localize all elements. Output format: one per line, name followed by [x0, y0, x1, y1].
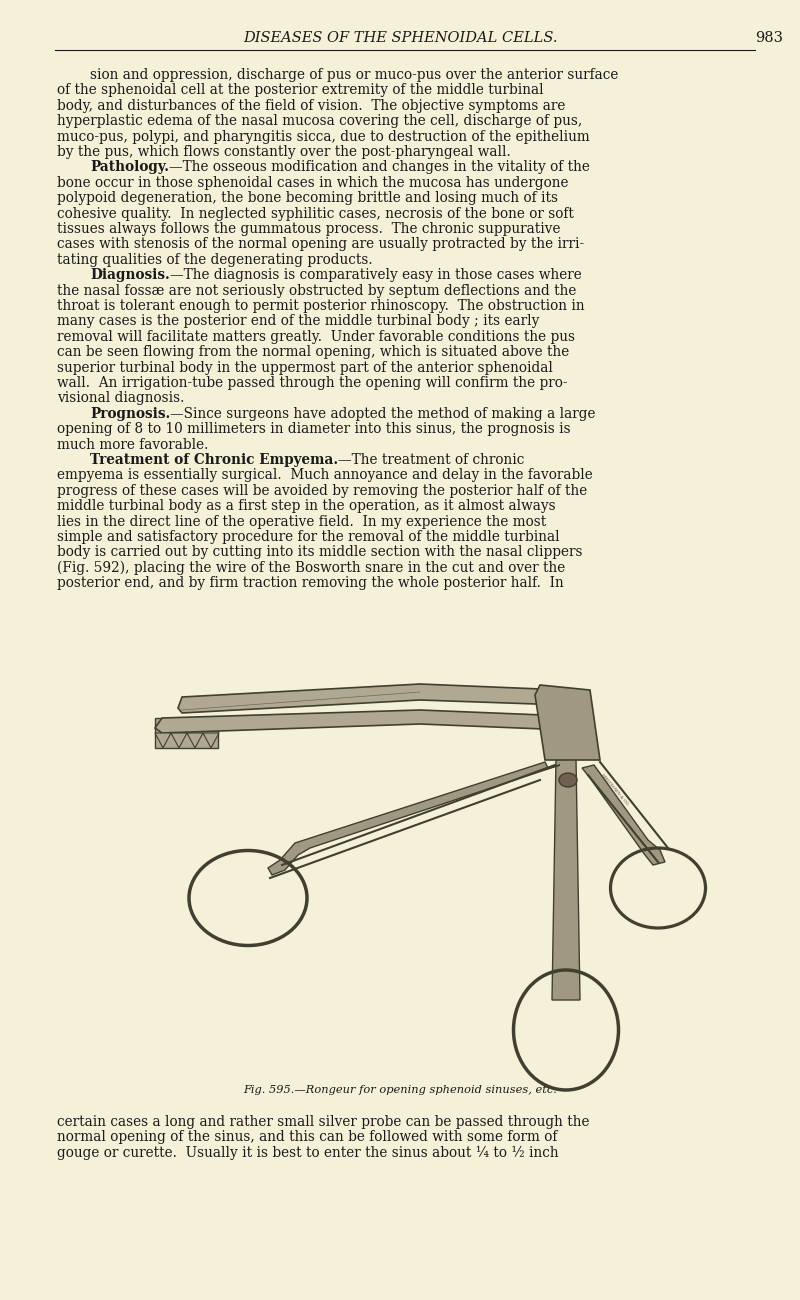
Text: cases with stenosis of the normal opening are usually protracted by the irri-: cases with stenosis of the normal openin… [57, 238, 584, 251]
Polygon shape [155, 718, 218, 747]
Text: Pathology.: Pathology. [90, 160, 169, 174]
Text: superior turbinal body in the uppermost part of the anterior sphenoidal: superior turbinal body in the uppermost … [57, 360, 553, 374]
Text: many cases is the posterior end of the middle turbinal body ; its early: many cases is the posterior end of the m… [57, 315, 539, 329]
Text: simple and satisfactory procedure for the removal of the middle turbinal: simple and satisfactory procedure for th… [57, 530, 560, 543]
Text: removal will facilitate matters greatly.  Under favorable conditions the pus: removal will facilitate matters greatly.… [57, 330, 575, 343]
Text: can be seen flowing from the normal opening, which is situated above the: can be seen flowing from the normal open… [57, 346, 570, 359]
Text: —The diagnosis is comparatively easy in those cases where: —The diagnosis is comparatively easy in … [170, 268, 582, 282]
Text: the nasal fossæ are not seriously obstructed by septum deflections and the: the nasal fossæ are not seriously obstru… [57, 283, 576, 298]
Text: 983: 983 [755, 31, 783, 46]
Polygon shape [187, 733, 203, 748]
Text: normal opening of the sinus, and this can be followed with some form of: normal opening of the sinus, and this ca… [57, 1131, 558, 1144]
Text: visional diagnosis.: visional diagnosis. [57, 391, 184, 406]
Polygon shape [552, 758, 580, 1000]
Text: sion and oppression, discharge of pus or muco-pus over the anterior surface: sion and oppression, discharge of pus or… [90, 68, 618, 82]
Text: bone occur in those sphenoidal cases in which the mucosa has undergone: bone occur in those sphenoidal cases in … [57, 176, 569, 190]
Polygon shape [171, 733, 187, 748]
Text: by the pus, which flows constantly over the post-pharyngeal wall.: by the pus, which flows constantly over … [57, 146, 510, 159]
Polygon shape [155, 733, 171, 748]
Text: tating qualities of the degenerating products.: tating qualities of the degenerating pro… [57, 252, 373, 266]
Text: gouge or curette.  Usually it is best to enter the sinus about ¼ to ½ inch: gouge or curette. Usually it is best to … [57, 1145, 558, 1160]
Ellipse shape [559, 774, 577, 786]
Polygon shape [535, 685, 600, 760]
Text: polypoid degeneration, the bone becoming brittle and losing much of its: polypoid degeneration, the bone becoming… [57, 191, 558, 205]
Text: middle turbinal body as a first step in the operation, as it almost always: middle turbinal body as a first step in … [57, 499, 556, 514]
Text: DISEASES OF THE SPHENOIDAL CELLS.: DISEASES OF THE SPHENOIDAL CELLS. [242, 31, 558, 46]
Text: body, and disturbances of the field of vision.  The objective symptoms are: body, and disturbances of the field of v… [57, 99, 566, 113]
Text: —The treatment of chronic: —The treatment of chronic [338, 452, 525, 467]
Text: Fig. 595.—Rongeur for opening sphenoid sinuses, etc.: Fig. 595.—Rongeur for opening sphenoid s… [243, 1086, 557, 1095]
Text: —The osseous modification and changes in the vitality of the: —The osseous modification and changes in… [169, 160, 590, 174]
Text: cohesive quality.  In neglected syphilitic cases, necrosis of the bone or soft: cohesive quality. In neglected syphiliti… [57, 207, 574, 221]
Text: body is carried out by cutting into its middle section with the nasal clippers: body is carried out by cutting into its … [57, 546, 582, 559]
Text: much more favorable.: much more favorable. [57, 438, 208, 451]
Text: tissues always follows the gummatous process.  The chronic suppurative: tissues always follows the gummatous pro… [57, 222, 561, 237]
Text: —Since surgeons have adopted the method of making a large: —Since surgeons have adopted the method … [170, 407, 596, 421]
Text: certain cases a long and rather small silver probe can be passed through the: certain cases a long and rather small si… [57, 1115, 590, 1128]
Text: MELTDOWN & CO.: MELTDOWN & CO. [601, 774, 630, 807]
Text: empyema is essentially surgical.  Much annoyance and delay in the favorable: empyema is essentially surgical. Much an… [57, 468, 593, 482]
Text: wall.  An irrigation-tube passed through the opening will confirm the pro-: wall. An irrigation-tube passed through … [57, 376, 567, 390]
Polygon shape [155, 710, 568, 733]
Text: throat is tolerant enough to permit posterior rhinoscopy.  The obstruction in: throat is tolerant enough to permit post… [57, 299, 585, 313]
Polygon shape [203, 733, 219, 748]
Text: muco-pus, polypi, and pharyngitis sicca, due to destruction of the epithelium: muco-pus, polypi, and pharyngitis sicca,… [57, 130, 590, 143]
Text: lies in the direct line of the operative field.  In my experience the most: lies in the direct line of the operative… [57, 515, 546, 529]
Text: Treatment of Chronic Empyema.: Treatment of Chronic Empyema. [90, 452, 338, 467]
Polygon shape [268, 762, 560, 875]
Polygon shape [582, 764, 665, 865]
Text: Diagnosis.: Diagnosis. [90, 268, 170, 282]
Text: (Fig. 592), placing the wire of the Bosworth snare in the cut and over the: (Fig. 592), placing the wire of the Bosw… [57, 560, 566, 575]
Text: Prognosis.: Prognosis. [90, 407, 170, 421]
Text: of the sphenoidal cell at the posterior extremity of the middle turbinal: of the sphenoidal cell at the posterior … [57, 83, 544, 98]
Text: hyperplastic edema of the nasal mucosa covering the cell, discharge of pus,: hyperplastic edema of the nasal mucosa c… [57, 114, 582, 129]
Polygon shape [178, 684, 565, 712]
Text: progress of these cases will be avoided by removing the posterior half of the: progress of these cases will be avoided … [57, 484, 587, 498]
Text: opening of 8 to 10 millimeters in diameter into this sinus, the prognosis is: opening of 8 to 10 millimeters in diamet… [57, 422, 570, 437]
Text: posterior end, and by firm traction removing the whole posterior half.  In: posterior end, and by firm traction remo… [57, 576, 564, 590]
